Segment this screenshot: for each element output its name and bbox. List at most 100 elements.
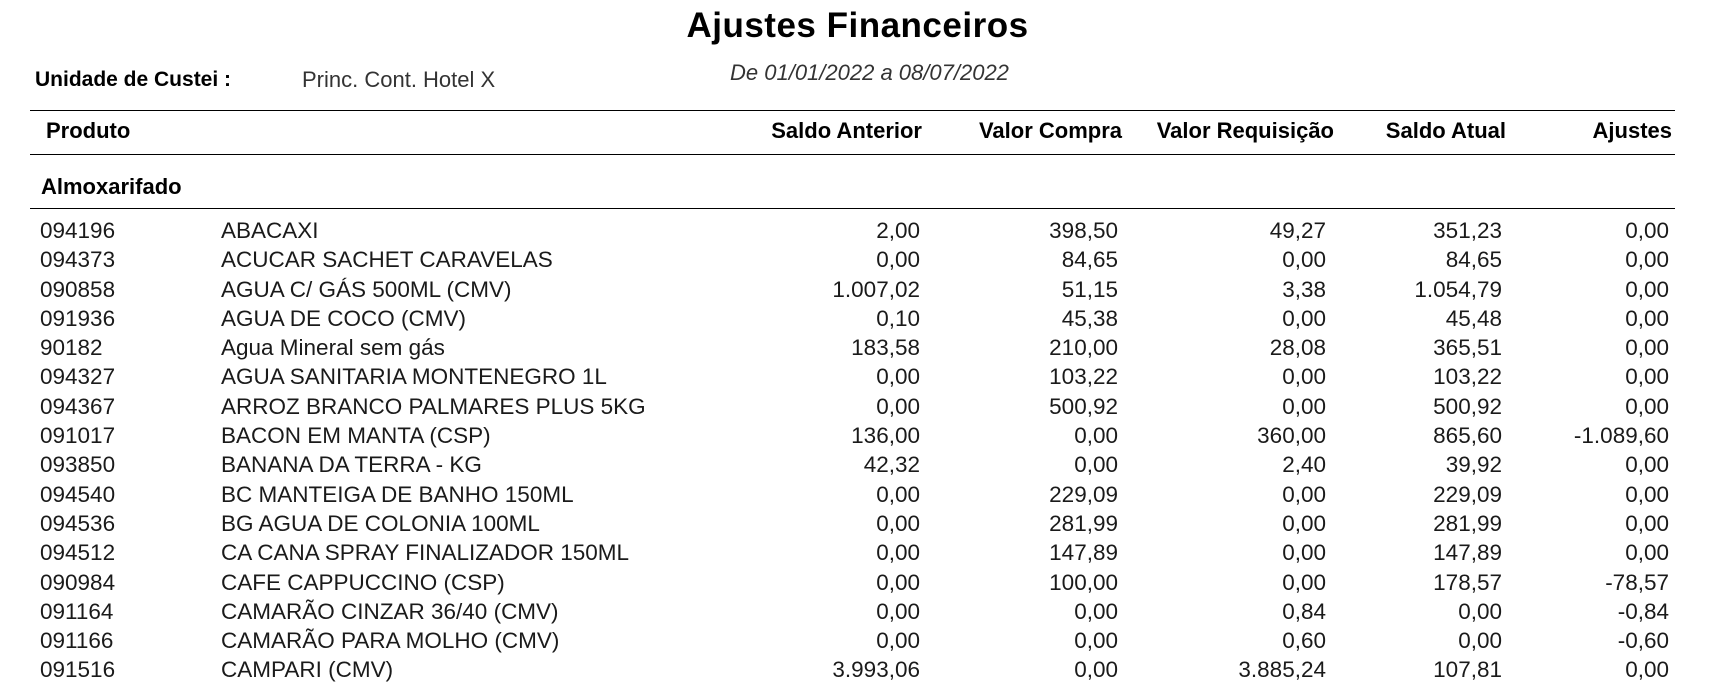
valor-requisicao-value: 0,00 [1282, 305, 1326, 331]
column-header-produto: Produto [46, 118, 131, 143]
product-name: AGUA C/ GÁS 500ML (CMV) [221, 276, 512, 302]
valor-compra-value: 500,92 [1049, 393, 1118, 419]
saldo-atual-value: 500,92 [1433, 393, 1502, 419]
report-title: Ajustes Financeiros [686, 6, 1029, 45]
product-name: CAFE CAPPUCCINO (CSP) [221, 569, 505, 595]
valor-requisicao-value: 0,00 [1282, 247, 1326, 273]
column-header-valor-requisicao: Valor Requisição [1156, 118, 1334, 143]
product-code: 090858 [40, 276, 116, 302]
product-name: BANANA DA TERRA - KG [221, 452, 482, 478]
header-top-divider [30, 110, 1675, 111]
table-row: 090984 CAFE CAPPUCCINO (CSP) 0,00 100,00 0,0… [0, 570, 1715, 599]
saldo-anterior-value: 0,00 [876, 598, 920, 624]
product-name: ARROZ BRANCO PALMARES PLUS 5KG [221, 393, 646, 419]
product-name: AGUA SANITARIA MONTENEGRO 1L [221, 364, 607, 390]
valor-requisicao-value: 3,38 [1282, 276, 1326, 302]
product-name: ABACAXI [221, 218, 319, 243]
valor-requisicao-value: 360,00 [1257, 423, 1326, 449]
valor-compra-value: 84,65 [1061, 247, 1118, 273]
report-period: De 01/01/2022 a 08/07/2022 [730, 60, 1009, 85]
product-code: 091017 [40, 423, 116, 449]
saldo-atual-value: 1.054,79 [1414, 276, 1502, 302]
ajustes-value: 0,00 [1625, 657, 1669, 683]
valor-compra-value: 229,09 [1049, 481, 1118, 507]
saldo-atual-value: 865,60 [1433, 423, 1502, 449]
ajustes-value: 0,00 [1625, 276, 1669, 302]
product-code: 90182 [40, 335, 103, 361]
table-row: 90182 Agua Mineral sem gás 183,58 210,00 28,… [0, 335, 1715, 364]
saldo-atual-value: 178,57 [1433, 569, 1502, 595]
header-bottom-divider [30, 154, 1675, 155]
valor-requisicao-value: 49,27 [1269, 218, 1326, 243]
product-code: 091164 [40, 598, 114, 624]
table-row: 093850 BANANA DA TERRA - KG 42,32 0,00 2,40 3… [0, 452, 1715, 481]
saldo-atual-value: 229,09 [1433, 481, 1502, 507]
valor-requisicao-value: 3.885,24 [1238, 657, 1326, 683]
table-row: 094536 BG AGUA DE COLONIA 100ML 0,00 281,99… [0, 511, 1715, 540]
product-name: CAMARÃO CINZAR 36/40 (CMV) [221, 598, 559, 624]
product-name: AGUA DE COCO (CMV) [221, 305, 467, 331]
cost-unit-label: Unidade de Custei : [35, 68, 232, 91]
table-row: 094327 AGUA SANITARIA MONTENEGRO 1L 0,00 10… [0, 364, 1715, 393]
ajustes-value: 0,00 [1625, 305, 1669, 331]
product-name: BC MANTEIGA DE BANHO 150ML [221, 481, 574, 507]
ajustes-value: 0,00 [1625, 452, 1669, 478]
valor-compra-value: 0,00 [1074, 598, 1118, 624]
valor-compra-value: 0,00 [1074, 452, 1118, 478]
valor-requisicao-value: 0,00 [1282, 481, 1326, 507]
valor-requisicao-value: 0,00 [1282, 364, 1326, 390]
ajustes-value: 0,00 [1625, 247, 1669, 273]
product-name: ACUCAR SACHET CARAVELAS [221, 247, 553, 273]
ajustes-value: 0,00 [1625, 364, 1669, 390]
product-code: 094367 [40, 393, 116, 419]
valor-compra-value: 281,99 [1049, 510, 1118, 536]
product-name: BACON EM MANTA (CSP) [221, 423, 491, 449]
ajustes-value: -0,60 [1617, 628, 1669, 654]
saldo-anterior-value: 0,00 [876, 364, 920, 390]
saldo-atual-value: 281,99 [1433, 510, 1502, 536]
valor-compra-value: 100,00 [1049, 569, 1118, 595]
valor-requisicao-value: 0,84 [1282, 598, 1326, 624]
ajustes-value: -78,57 [1605, 569, 1669, 595]
valor-compra-value: 103,22 [1049, 364, 1118, 390]
saldo-atual-value: 84,65 [1445, 247, 1502, 273]
saldo-anterior-value: 2,00 [876, 218, 920, 243]
product-name: CA CANA SPRAY FINALIZADOR 150ML [221, 540, 630, 566]
product-code: 093850 [40, 452, 116, 478]
saldo-anterior-value: 0,10 [876, 305, 920, 331]
saldo-atual-value: 45,48 [1445, 305, 1502, 331]
column-header-saldo-atual: Saldo Atual [1385, 118, 1506, 143]
saldo-anterior-value: 1.007,02 [832, 276, 920, 302]
table-row: 094367 ARROZ BRANCO PALMARES PLUS 5KG 0,00… [0, 394, 1715, 423]
product-code: 090984 [40, 569, 116, 595]
saldo-atual-value: 147,89 [1433, 540, 1502, 566]
product-code: 094512 [40, 540, 116, 566]
product-code: 094327 [40, 364, 116, 390]
valor-compra-value: 147,89 [1049, 540, 1118, 566]
product-code: 091936 [40, 305, 116, 331]
saldo-atual-value: 39,92 [1445, 452, 1502, 478]
ajustes-value: 0,00 [1625, 335, 1669, 361]
ajustes-value: 0,00 [1625, 481, 1669, 507]
product-code: 091166 [40, 628, 114, 654]
product-name: BG AGUA DE COLONIA 100ML [221, 510, 540, 536]
saldo-anterior-value: 0,00 [876, 569, 920, 595]
column-header-ajustes: Ajustes [1592, 118, 1672, 143]
group-divider [30, 208, 1675, 209]
table-row: 094512 CA CANA SPRAY FINALIZADOR 150ML 0,0… [0, 540, 1715, 569]
product-name: CAMPARI (CMV) [221, 657, 394, 683]
saldo-anterior-value: 0,00 [876, 510, 920, 536]
table-row: 090858 AGUA C/ GÁS 500ML (CMV) 1.007,02 51,… [0, 277, 1715, 306]
ajustes-value: -0,84 [1617, 598, 1669, 624]
valor-requisicao-value: 2,40 [1282, 452, 1326, 478]
saldo-anterior-value: 183,58 [851, 335, 920, 361]
valor-compra-value: 0,00 [1074, 628, 1118, 654]
saldo-atual-value: 107,81 [1433, 657, 1502, 683]
valor-compra-value: 398,50 [1049, 218, 1118, 243]
product-code: 094540 [40, 481, 116, 507]
column-headers: Produto Saldo Anterior Valor Compra Valo… [0, 118, 1715, 148]
table-row: 094540 BC MANTEIGA DE BANHO 150ML 0,00 229,… [0, 482, 1715, 511]
ajustes-value: 0,00 [1625, 218, 1669, 243]
ajustes-value: 0,00 [1625, 393, 1669, 419]
saldo-atual-value: 365,51 [1433, 335, 1502, 361]
